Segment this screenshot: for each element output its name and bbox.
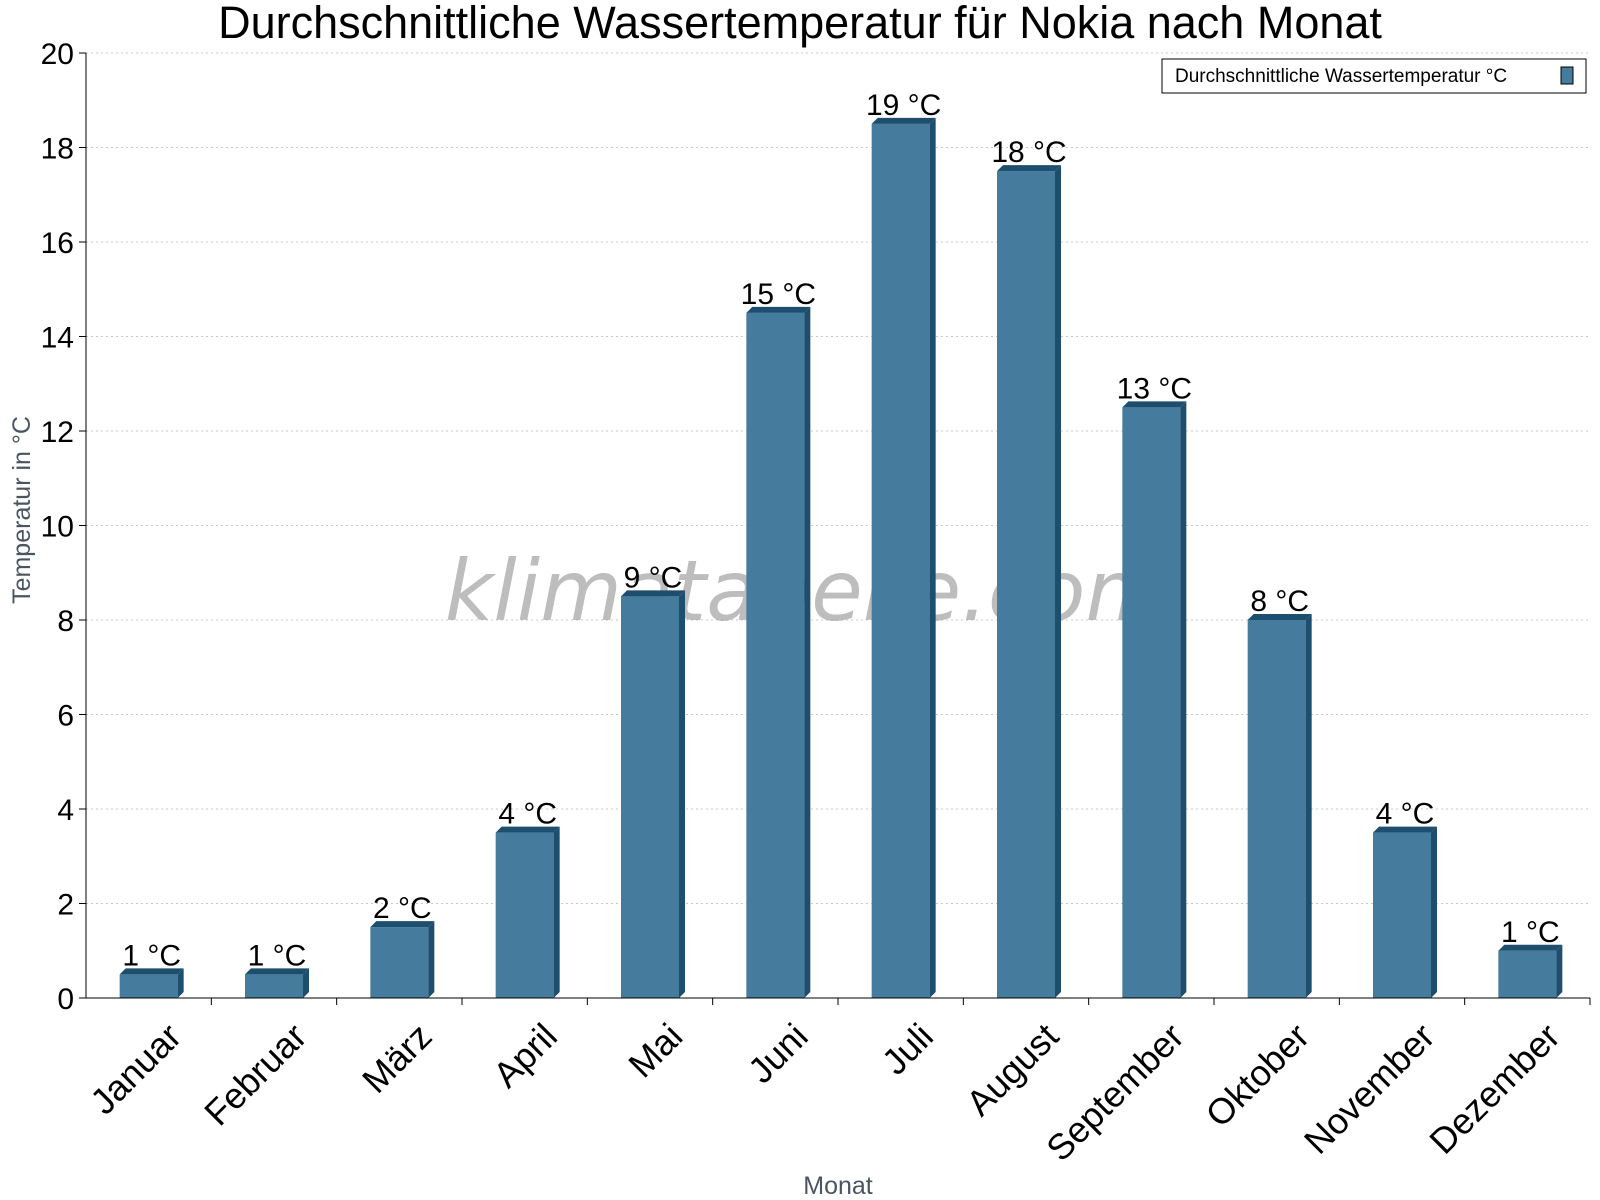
bar xyxy=(621,596,679,998)
bar xyxy=(1247,620,1306,998)
y-tick-label: 4 xyxy=(57,794,74,827)
bar-side xyxy=(1431,826,1437,998)
data-label: 1 °C xyxy=(248,939,307,972)
y-tick-label: 18 xyxy=(41,133,74,166)
x-tick-label: April xyxy=(485,1015,565,1095)
x-axis-title: Monat xyxy=(803,1172,873,1200)
bar-side xyxy=(1556,944,1563,998)
x-tick-label: August xyxy=(958,1015,1066,1123)
y-tick-label: 6 xyxy=(57,700,74,733)
bar-top xyxy=(119,968,184,975)
bar-side xyxy=(804,306,811,998)
x-tick-label: Dezember xyxy=(1421,1015,1567,1161)
x-tick-label: Januar xyxy=(82,1015,189,1122)
bar xyxy=(746,312,805,998)
bar-side xyxy=(929,117,936,998)
data-label: 1 °C xyxy=(1501,916,1560,949)
bar-group xyxy=(871,117,936,998)
x-tick-label: Juni xyxy=(740,1015,816,1091)
bar-top xyxy=(997,165,1061,172)
bar xyxy=(119,974,178,998)
data-label: 2 °C xyxy=(373,892,432,925)
y-tick-label: 2 xyxy=(57,889,74,922)
y-tick-label: 20 xyxy=(41,38,74,71)
x-tick-label: Februar xyxy=(196,1015,314,1133)
data-label: 9 °C xyxy=(624,561,683,594)
chart-title: Durchschnittliche Wassertemperatur für N… xyxy=(218,0,1382,48)
legend-swatch xyxy=(1560,66,1574,85)
bar-side xyxy=(303,968,309,998)
bar-group xyxy=(746,306,811,998)
bar-top xyxy=(1247,614,1312,620)
bars xyxy=(119,117,1563,998)
bar-top xyxy=(245,968,309,975)
bar-group xyxy=(997,165,1061,998)
y-tick-label: 12 xyxy=(41,416,74,449)
y-tick-label: 8 xyxy=(57,605,74,638)
x-tick-label: Juli xyxy=(874,1015,941,1082)
bar xyxy=(495,832,554,998)
bar-top xyxy=(871,117,936,124)
bar-top xyxy=(370,921,435,928)
data-label: 19 °C xyxy=(866,89,941,122)
data-label: 8 °C xyxy=(1250,585,1309,618)
bar-top xyxy=(1498,944,1563,951)
bar-top xyxy=(1373,826,1437,833)
y-tick-label: 16 xyxy=(41,227,74,260)
data-label: 4 °C xyxy=(1376,798,1435,831)
bar-top xyxy=(746,306,811,313)
bar-group xyxy=(1498,944,1563,998)
legend: Durchschnittliche Wassertemperatur °C xyxy=(1161,58,1587,94)
bar-group xyxy=(370,921,435,998)
x-tick-label: September xyxy=(1038,1015,1192,1169)
bar xyxy=(1122,407,1181,998)
x-tick-label: November xyxy=(1296,1015,1442,1161)
bar-group xyxy=(495,826,560,998)
bar-top xyxy=(1122,401,1187,408)
bar-group xyxy=(1247,614,1312,998)
bar-group xyxy=(245,968,309,998)
gridlines xyxy=(86,52,1590,904)
legend-label: Durchschnittliche Wassertemperatur °C xyxy=(1175,66,1507,87)
data-label: 13 °C xyxy=(1117,372,1192,405)
bar-side xyxy=(177,968,184,998)
bar-side xyxy=(1180,401,1187,998)
bar-side xyxy=(1055,165,1061,998)
bar xyxy=(245,974,303,998)
y-tick-label: 14 xyxy=(41,322,74,355)
data-label: 1 °C xyxy=(122,939,181,972)
y-tick-label: 0 xyxy=(57,983,74,1016)
legend-box xyxy=(1161,58,1587,94)
y-tick-label: 10 xyxy=(41,511,74,544)
bar xyxy=(1498,950,1557,998)
y-axis-title: Temperatur in °C xyxy=(8,416,36,604)
data-label: 18 °C xyxy=(991,136,1066,169)
bar-group xyxy=(119,968,184,998)
bar-side xyxy=(553,826,560,998)
bar xyxy=(997,171,1055,998)
bar-group xyxy=(621,590,685,998)
bar-top xyxy=(621,590,685,597)
bar xyxy=(370,927,429,998)
bar-side xyxy=(428,921,435,998)
x-tick-label: Oktober xyxy=(1197,1015,1317,1135)
data-label: 4 °C xyxy=(498,798,557,831)
bar-top xyxy=(495,826,560,833)
bar xyxy=(1373,832,1431,998)
bar-group xyxy=(1122,401,1187,998)
data-label: 15 °C xyxy=(741,278,816,311)
data-labels: 1 °C 1 °C 2 °C 4 °C 9 °C 15 °C 19 °C 18 °C 13 °C… xyxy=(122,89,1559,973)
x-tick-label: März xyxy=(354,1015,440,1101)
x-tick-label: Mai xyxy=(620,1015,690,1085)
bar-side xyxy=(1305,614,1312,998)
bar xyxy=(871,123,930,998)
bar-side xyxy=(679,590,685,998)
bar-group xyxy=(1373,826,1437,998)
